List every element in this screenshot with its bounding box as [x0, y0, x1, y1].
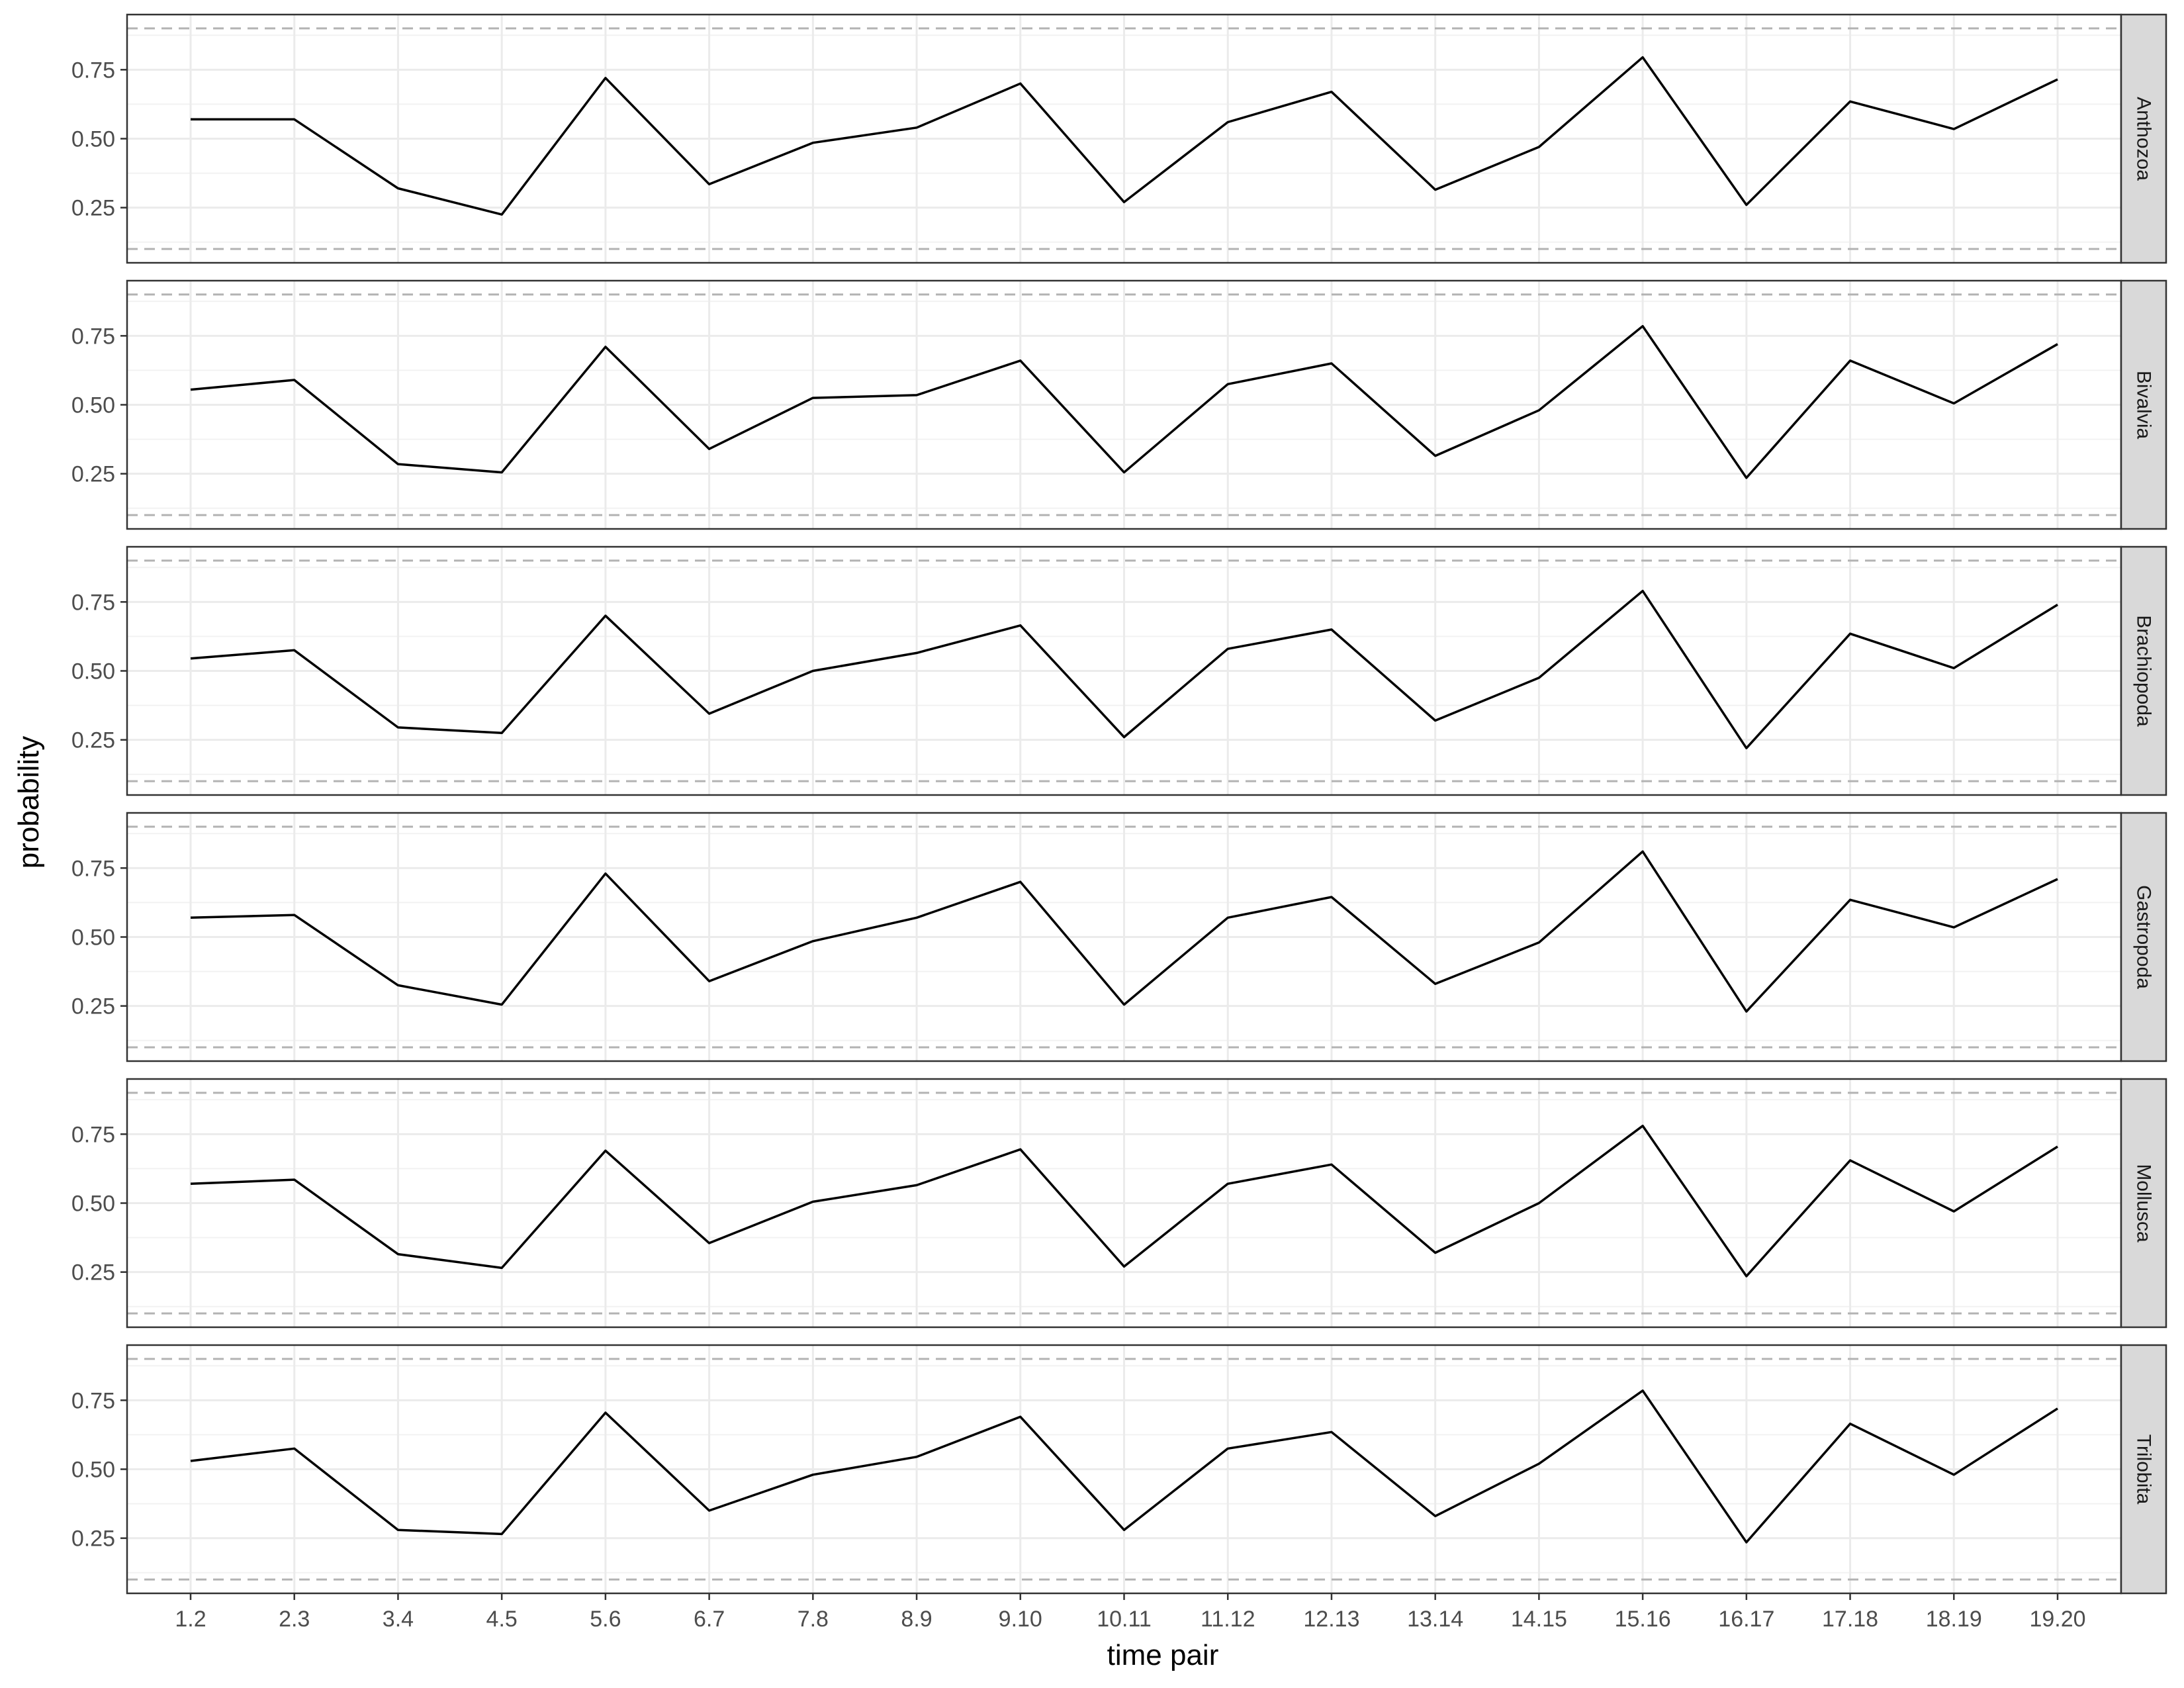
- y-axis-title: probability: [13, 736, 45, 869]
- facet-label: Mollusca: [2133, 1164, 2155, 1243]
- y-tick-label: 0.25: [71, 728, 115, 753]
- series-line-bivalvia: [190, 324, 2058, 479]
- facet-strip: [2120, 1344, 2167, 1595]
- x-tick-label: 3.4: [383, 1607, 414, 1632]
- panel-brachiopoda: 0.25 0.50 0.75 Brachiopoda: [71, 545, 2167, 796]
- y-tick-label: 0.75: [71, 1122, 115, 1147]
- y-tick-label: 0.25: [71, 196, 115, 221]
- x-tick-label: 8.9: [901, 1607, 932, 1632]
- x-tick-label: 14.15: [1511, 1607, 1567, 1632]
- y-tick-label: 0.75: [71, 1388, 115, 1413]
- x-tick-label: 18.19: [1926, 1607, 1982, 1632]
- x-tick-label: 19.20: [2029, 1607, 2085, 1632]
- facet-strip: [2120, 279, 2167, 530]
- x-tick-label: 4.5: [486, 1607, 518, 1632]
- facet-label: Anthozoa: [2133, 97, 2155, 181]
- facet-label: Bivalvia: [2133, 371, 2155, 440]
- panel-trilobita: 0.25 0.50 0.75 Trilobita: [71, 1344, 2167, 1595]
- x-tick-label: 5.6: [590, 1607, 621, 1632]
- x-tick-label: 7.8: [797, 1607, 829, 1632]
- x-tick-label: 17.18: [1822, 1607, 1878, 1632]
- facet-strip: [2120, 13, 2167, 264]
- panel-gastropoda: 0.25 0.50 0.75 Gastropoda: [71, 812, 2167, 1062]
- series-line-brachiopoda: [190, 589, 2058, 749]
- series-line-gastropoda: [190, 850, 2058, 1013]
- panel-anthozoa: 0.25 0.50 0.75 Anthozoa: [71, 13, 2167, 264]
- panel-bivalvia: 0.25 0.50 0.75 Bivalvia: [71, 279, 2167, 530]
- series-line-anthozoa: [191, 56, 2058, 216]
- y-tick-label: 0.50: [71, 393, 115, 418]
- x-tick-label: 16.17: [1718, 1607, 1774, 1632]
- series-line-trilobita: [190, 1389, 2058, 1544]
- x-tick-label: 6.7: [694, 1607, 725, 1632]
- y-tick-label: 0.50: [71, 659, 115, 684]
- y-tick-label: 0.25: [71, 462, 115, 487]
- series-line-mollusca: [190, 1125, 2058, 1278]
- x-tick-label: 12.13: [1303, 1607, 1359, 1632]
- y-tick-label: 0.25: [71, 1526, 115, 1552]
- y-tick-label: 0.75: [71, 856, 115, 881]
- facet-strip: [2120, 1078, 2167, 1329]
- facet-label: Gastropoda: [2133, 885, 2155, 989]
- x-tick-label: 1.2: [175, 1607, 206, 1632]
- y-tick-label: 0.25: [71, 1260, 115, 1286]
- facet-label: Trilobita: [2133, 1434, 2155, 1505]
- panel-mollusca: 0.25 0.50 0.75 Mollusca: [71, 1078, 2167, 1329]
- x-axis-title: time pair: [1107, 1639, 1219, 1671]
- facet-strip: [2120, 545, 2167, 796]
- y-tick-label: 0.50: [71, 127, 115, 152]
- facet-strip: [2120, 812, 2167, 1062]
- y-tick-label: 0.75: [71, 58, 115, 83]
- x-tick-label: 10.11: [1097, 1607, 1152, 1632]
- facet-label: Brachiopoda: [2133, 615, 2155, 727]
- x-tick-label: 2.3: [279, 1607, 310, 1632]
- y-tick-label: 0.50: [71, 1458, 115, 1483]
- x-axis: 1.2 2.3 3.4 4.5 5.6 6.7 7.8 8.9 9.10 10.11 11.12 12…: [175, 1593, 2086, 1632]
- y-tick-label: 0.50: [71, 1192, 115, 1217]
- y-tick-label: 0.75: [71, 324, 115, 349]
- x-tick-label: 9.10: [999, 1607, 1042, 1632]
- panels: 0.25 0.50 0.75 Anthozoa 0.25 0.50 0.75 Bivalvia…: [71, 13, 2167, 1595]
- x-tick-label: 13.14: [1407, 1607, 1463, 1632]
- x-tick-label: 15.16: [1615, 1607, 1671, 1632]
- y-tick-label: 0.25: [71, 994, 115, 1019]
- y-tick-label: 0.50: [71, 925, 115, 951]
- y-tick-label: 0.75: [71, 590, 115, 615]
- x-tick-label: 11.12: [1201, 1607, 1255, 1632]
